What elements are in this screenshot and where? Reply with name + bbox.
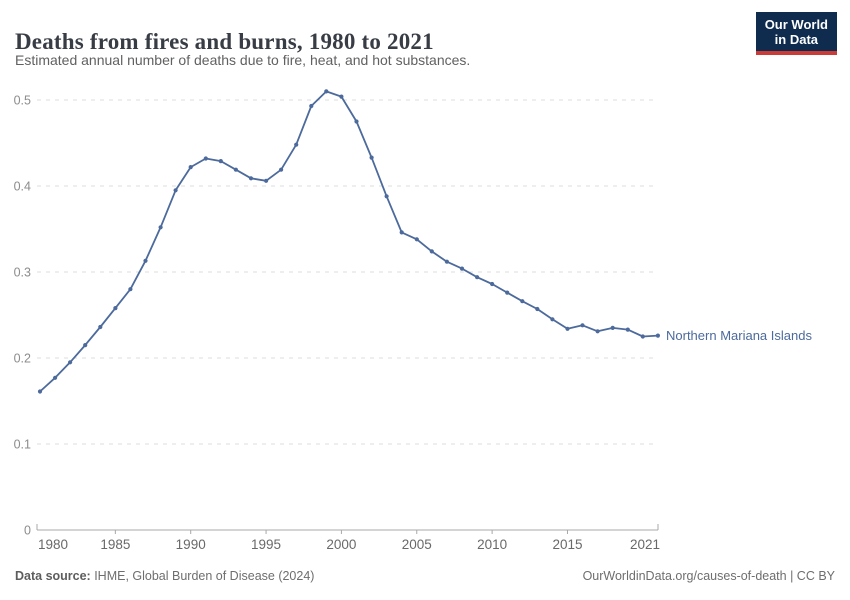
series-line[interactable] [39,90,658,393]
y-axis-tick-label: 0.4 [14,180,31,194]
footer-citation-link[interactable]: OurWorldinData.org/causes-of-death | CC … [582,569,835,583]
chart-title: Deaths from fires and burns, 1980 to 202… [15,29,434,55]
data-point-marker[interactable] [429,249,434,254]
x-axis-tick-label: 2021 [630,537,660,552]
y-axis-tick-label: 0.3 [14,266,31,280]
chart-subtitle: Estimated annual number of deaths due to… [15,52,471,68]
x-axis-tick-label: 2015 [552,537,582,552]
data-point-marker[interactable] [475,275,480,280]
chart-footer: Data source: IHME, Global Burden of Dise… [15,569,835,583]
data-point-marker[interactable] [399,230,404,235]
data-source-note: Data source: IHME, Global Burden of Dise… [15,569,314,583]
data-point-marker[interactable] [264,178,269,183]
data-point-marker[interactable] [505,290,510,295]
data-point-marker[interactable] [610,325,615,330]
data-point-marker[interactable] [143,258,148,263]
data-point-marker[interactable] [490,281,495,287]
data-source-label: Data source: [15,569,91,583]
x-axis-tick-label: 1985 [100,537,130,552]
data-point-marker[interactable] [580,323,585,328]
data-point-marker[interactable] [158,225,163,230]
series-end-label[interactable]: Northern Mariana Islands [666,328,812,343]
data-point-marker[interactable] [128,287,133,292]
data-point-marker[interactable] [339,94,344,99]
owid-logo[interactable]: Our World in Data [755,12,837,55]
data-point-marker[interactable] [565,326,570,331]
data-point-marker[interactable] [279,167,284,172]
y-axis-tick-label: 0.1 [14,438,31,452]
x-axis-tick-label: 2005 [402,537,432,552]
y-axis-tick-label: 0.2 [14,352,31,366]
data-point-marker[interactable] [520,299,525,304]
data-point-marker[interactable] [309,103,314,109]
data-point-marker[interactable] [444,259,449,264]
y-axis-tick-label: 0 [24,524,31,538]
data-point-marker[interactable] [203,156,208,161]
data-source-text: IHME, Global Burden of Disease (2024) [90,569,315,583]
y-axis-tick-label: 0.5 [14,94,31,108]
data-point-marker[interactable] [535,306,540,312]
data-point-marker[interactable] [68,360,73,365]
data-point-marker[interactable] [294,142,299,147]
x-axis-tick-label: 2000 [326,537,356,552]
data-point-marker[interactable] [459,266,465,271]
x-axis-tick-label: 2010 [477,537,507,552]
owid-logo-line2: in Data [774,32,819,48]
data-point-marker[interactable] [37,389,43,394]
data-point-marker[interactable] [188,165,193,170]
data-point-marker[interactable] [98,324,103,330]
data-point-marker[interactable] [550,317,555,322]
data-point-marker[interactable] [354,119,359,124]
data-point-marker[interactable] [248,176,254,181]
data-point-marker[interactable] [625,327,630,332]
data-point-marker[interactable] [414,237,419,242]
data-point-marker[interactable] [595,329,600,334]
data-point-marker[interactable] [83,343,88,348]
data-point-marker[interactable] [369,155,374,160]
x-axis-tick-label: 1990 [176,537,206,552]
data-point-marker[interactable] [655,333,661,338]
data-point-marker[interactable] [53,375,58,380]
data-point-marker[interactable] [324,89,329,94]
data-point-marker[interactable] [113,306,118,311]
data-point-marker[interactable] [218,159,223,164]
data-point-marker[interactable] [640,334,645,339]
data-point-marker[interactable] [233,167,238,172]
x-axis-tick-label: 1980 [38,537,68,552]
data-point-marker[interactable] [384,194,389,199]
x-axis-tick-label: 1995 [251,537,281,552]
data-point-marker[interactable] [173,188,178,193]
owid-logo-line1: Our World [764,17,828,32]
